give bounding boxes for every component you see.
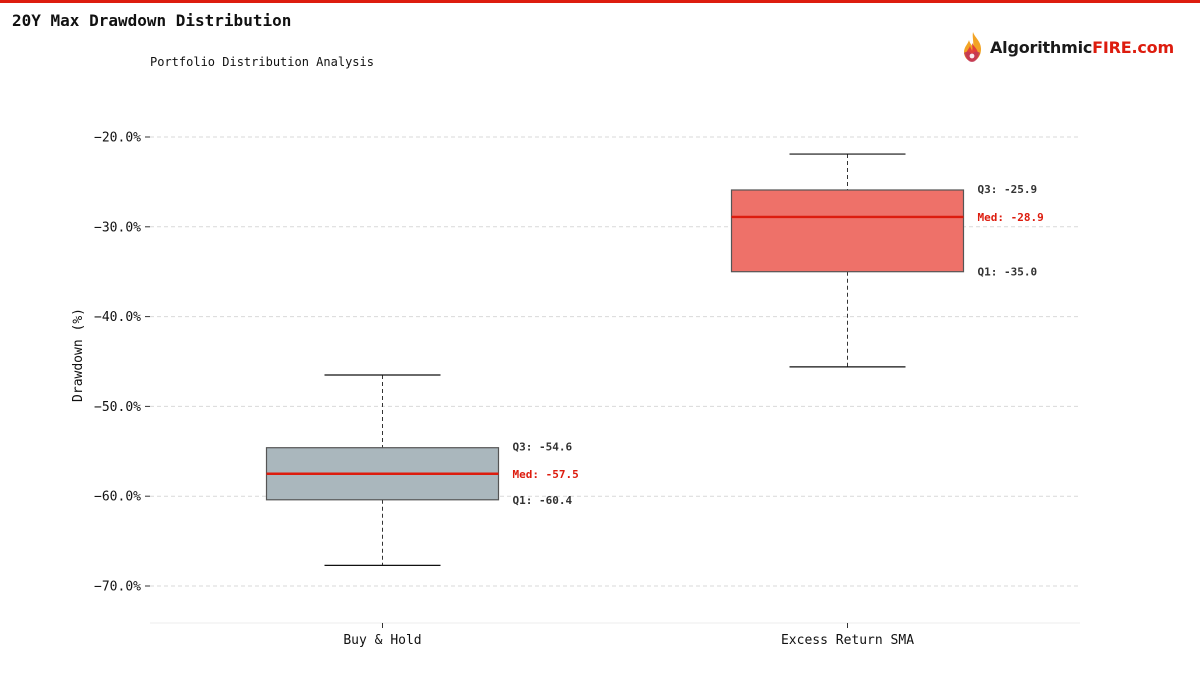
page-subtitle: Portfolio Distribution Analysis [150,55,374,69]
y-tick-label: −60.0% [94,490,141,505]
logo-text-dark: Algorithmic [990,37,1093,57]
y-axis-title: Drawdown (%) [71,308,86,402]
q3-label: Q3: -54.6 [513,441,573,454]
x-category-label: Buy & Hold [343,633,421,648]
page-title: 20Y Max Drawdown Distribution [12,11,292,30]
x-category-label: Excess Return SMA [781,633,914,648]
brand-logo: AlgorithmicFIRE.com [960,30,1174,64]
q1-label: Q1: -35.0 [978,266,1038,279]
axis-layer: −20.0% −30.0% −40.0% −50.0% −60.0% −70.0% Buy … [94,131,1080,648]
flame-icon [964,32,981,62]
y-tick-label: −70.0% [94,580,141,595]
q3-label: Q3: -25.9 [978,183,1038,196]
y-tick-label: −40.0% [94,310,141,325]
logo-text-accent: FIRE.com [1092,37,1174,57]
median-label: Med: -28.9 [978,211,1044,224]
grid-layer [150,136,1080,587]
iqr-box [730,189,965,273]
q1-label: Q1: -60.4 [513,494,573,507]
y-tick-label: −30.0% [94,220,141,235]
box-layer: Q3: -54.6 Med: -57.5 Q1: -60.4 Q3: -25.9 Med… [265,153,1044,566]
top-accent-bar [0,0,1200,3]
y-tick-label: −50.0% [94,400,141,415]
median-label: Med: -57.5 [513,468,579,481]
y-tick-label: −20.0% [94,131,141,146]
